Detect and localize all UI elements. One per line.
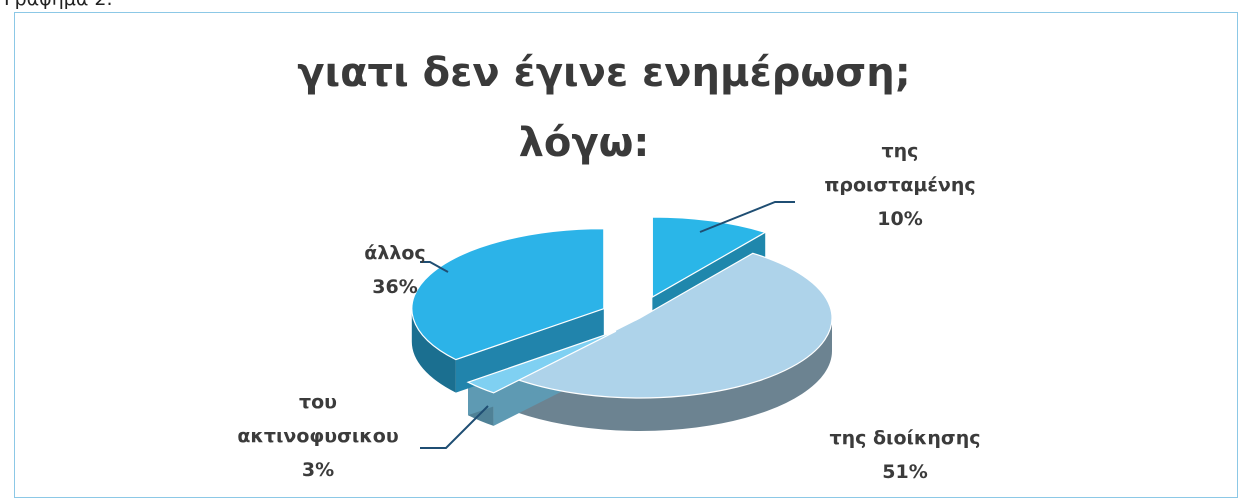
label-dioikisis-line1: της διοίκησης xyxy=(829,427,981,449)
slice-wall-dioikisis xyxy=(517,318,832,431)
label-aktinofysikou: του ακτινοφυσικου 3% xyxy=(228,385,408,487)
label-proistamenis-line2: προισταμένης xyxy=(824,174,976,196)
pie-tops xyxy=(411,216,833,399)
label-dioikisis-percent: 51% xyxy=(882,461,928,483)
label-allos-line1: άλλος xyxy=(364,242,426,264)
slice-proistamenis xyxy=(651,216,767,299)
label-allos: άλλος 36% xyxy=(340,236,450,304)
chart-title-line2: λόγω: xyxy=(518,120,650,166)
figure-caption: Γράφημα 2. xyxy=(4,0,113,10)
label-proistamenis-line1: της xyxy=(881,140,919,162)
leader-line-proistamenis xyxy=(699,201,795,233)
slice-wall-allos xyxy=(411,308,456,393)
leader-line-allos xyxy=(420,261,449,273)
label-proistamenis: της προισταμένης 10% xyxy=(800,134,1000,236)
chart-title-line1: γιατι δεν έγινε ενημέρωση; xyxy=(297,50,911,96)
leader-line-aktinofysikou xyxy=(420,405,489,449)
label-aktinofysikou-percent: 3% xyxy=(301,459,335,481)
label-proistamenis-percent: 10% xyxy=(877,208,923,230)
label-aktinofysikou-line2: ακτινοφυσικου xyxy=(237,425,399,447)
label-aktinofysikou-line1: του xyxy=(298,391,337,413)
slice-allos xyxy=(411,228,605,361)
slice-cut-allos-0 xyxy=(455,308,604,393)
label-dioikisis: της διοίκησης 51% xyxy=(810,421,1000,489)
slice-aktinofysikou xyxy=(466,330,617,394)
slice-dioikisis xyxy=(516,252,833,399)
label-allos-percent: 36% xyxy=(372,276,418,298)
